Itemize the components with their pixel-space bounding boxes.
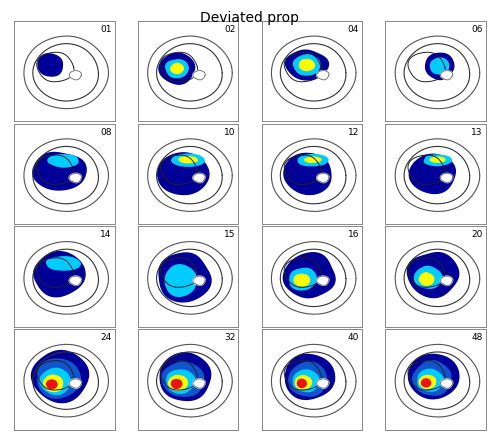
Polygon shape [298, 379, 306, 388]
Polygon shape [316, 72, 329, 81]
Polygon shape [422, 379, 430, 387]
Polygon shape [193, 276, 205, 286]
Polygon shape [284, 253, 335, 298]
Text: 14: 14 [100, 230, 112, 239]
Polygon shape [316, 174, 329, 183]
Polygon shape [38, 359, 80, 398]
Polygon shape [294, 275, 310, 286]
Text: 04: 04 [348, 25, 359, 34]
Text: 16: 16 [348, 230, 359, 239]
Polygon shape [159, 54, 194, 85]
Polygon shape [316, 379, 329, 388]
Polygon shape [193, 72, 205, 81]
Polygon shape [48, 155, 78, 168]
Text: 08: 08 [100, 127, 112, 136]
Text: 01: 01 [100, 25, 112, 34]
Polygon shape [286, 355, 335, 399]
Polygon shape [430, 59, 448, 75]
Text: 10: 10 [224, 127, 235, 136]
Polygon shape [300, 60, 314, 71]
Polygon shape [430, 158, 445, 163]
Polygon shape [294, 56, 320, 76]
Polygon shape [46, 380, 57, 389]
Polygon shape [162, 362, 203, 396]
Polygon shape [298, 155, 328, 166]
Text: 13: 13 [472, 127, 483, 136]
Polygon shape [170, 64, 183, 74]
Polygon shape [284, 154, 331, 195]
Polygon shape [69, 174, 82, 183]
Polygon shape [69, 72, 82, 81]
Polygon shape [158, 154, 209, 195]
Polygon shape [424, 156, 452, 166]
Text: 02: 02 [224, 25, 235, 34]
Polygon shape [286, 51, 329, 81]
Polygon shape [169, 376, 188, 390]
Polygon shape [193, 174, 205, 183]
Polygon shape [408, 253, 459, 298]
Text: 15: 15 [224, 230, 235, 239]
Polygon shape [426, 54, 454, 80]
Polygon shape [44, 375, 62, 391]
Polygon shape [160, 353, 210, 401]
Polygon shape [440, 72, 452, 81]
Polygon shape [33, 153, 86, 191]
Text: Deviated prop: Deviated prop [200, 11, 300, 25]
Polygon shape [69, 276, 82, 286]
Polygon shape [408, 355, 459, 399]
Polygon shape [159, 253, 211, 302]
Polygon shape [294, 370, 318, 391]
Polygon shape [440, 174, 452, 183]
Polygon shape [289, 362, 327, 396]
Text: 24: 24 [100, 332, 112, 341]
Polygon shape [420, 273, 434, 286]
Polygon shape [167, 370, 195, 393]
Polygon shape [305, 158, 321, 163]
Text: 32: 32 [224, 332, 235, 341]
Polygon shape [418, 369, 443, 391]
Polygon shape [410, 155, 456, 194]
Polygon shape [32, 351, 88, 403]
Text: 48: 48 [472, 332, 483, 341]
Polygon shape [166, 265, 196, 296]
Text: 06: 06 [472, 25, 483, 34]
Polygon shape [414, 267, 442, 289]
Polygon shape [34, 252, 85, 297]
Polygon shape [316, 276, 329, 286]
Text: 12: 12 [348, 127, 359, 136]
Polygon shape [440, 379, 452, 388]
Polygon shape [40, 368, 70, 395]
Text: 40: 40 [348, 332, 359, 341]
Text: 20: 20 [472, 230, 483, 239]
Polygon shape [172, 380, 181, 388]
Polygon shape [38, 55, 62, 77]
Polygon shape [413, 361, 451, 395]
Polygon shape [172, 155, 204, 167]
Polygon shape [69, 379, 82, 388]
Polygon shape [193, 379, 205, 388]
Polygon shape [440, 276, 452, 286]
Polygon shape [46, 257, 80, 270]
Polygon shape [166, 61, 188, 79]
Polygon shape [179, 158, 198, 163]
Polygon shape [419, 375, 436, 388]
Polygon shape [290, 269, 316, 290]
Polygon shape [296, 376, 312, 389]
